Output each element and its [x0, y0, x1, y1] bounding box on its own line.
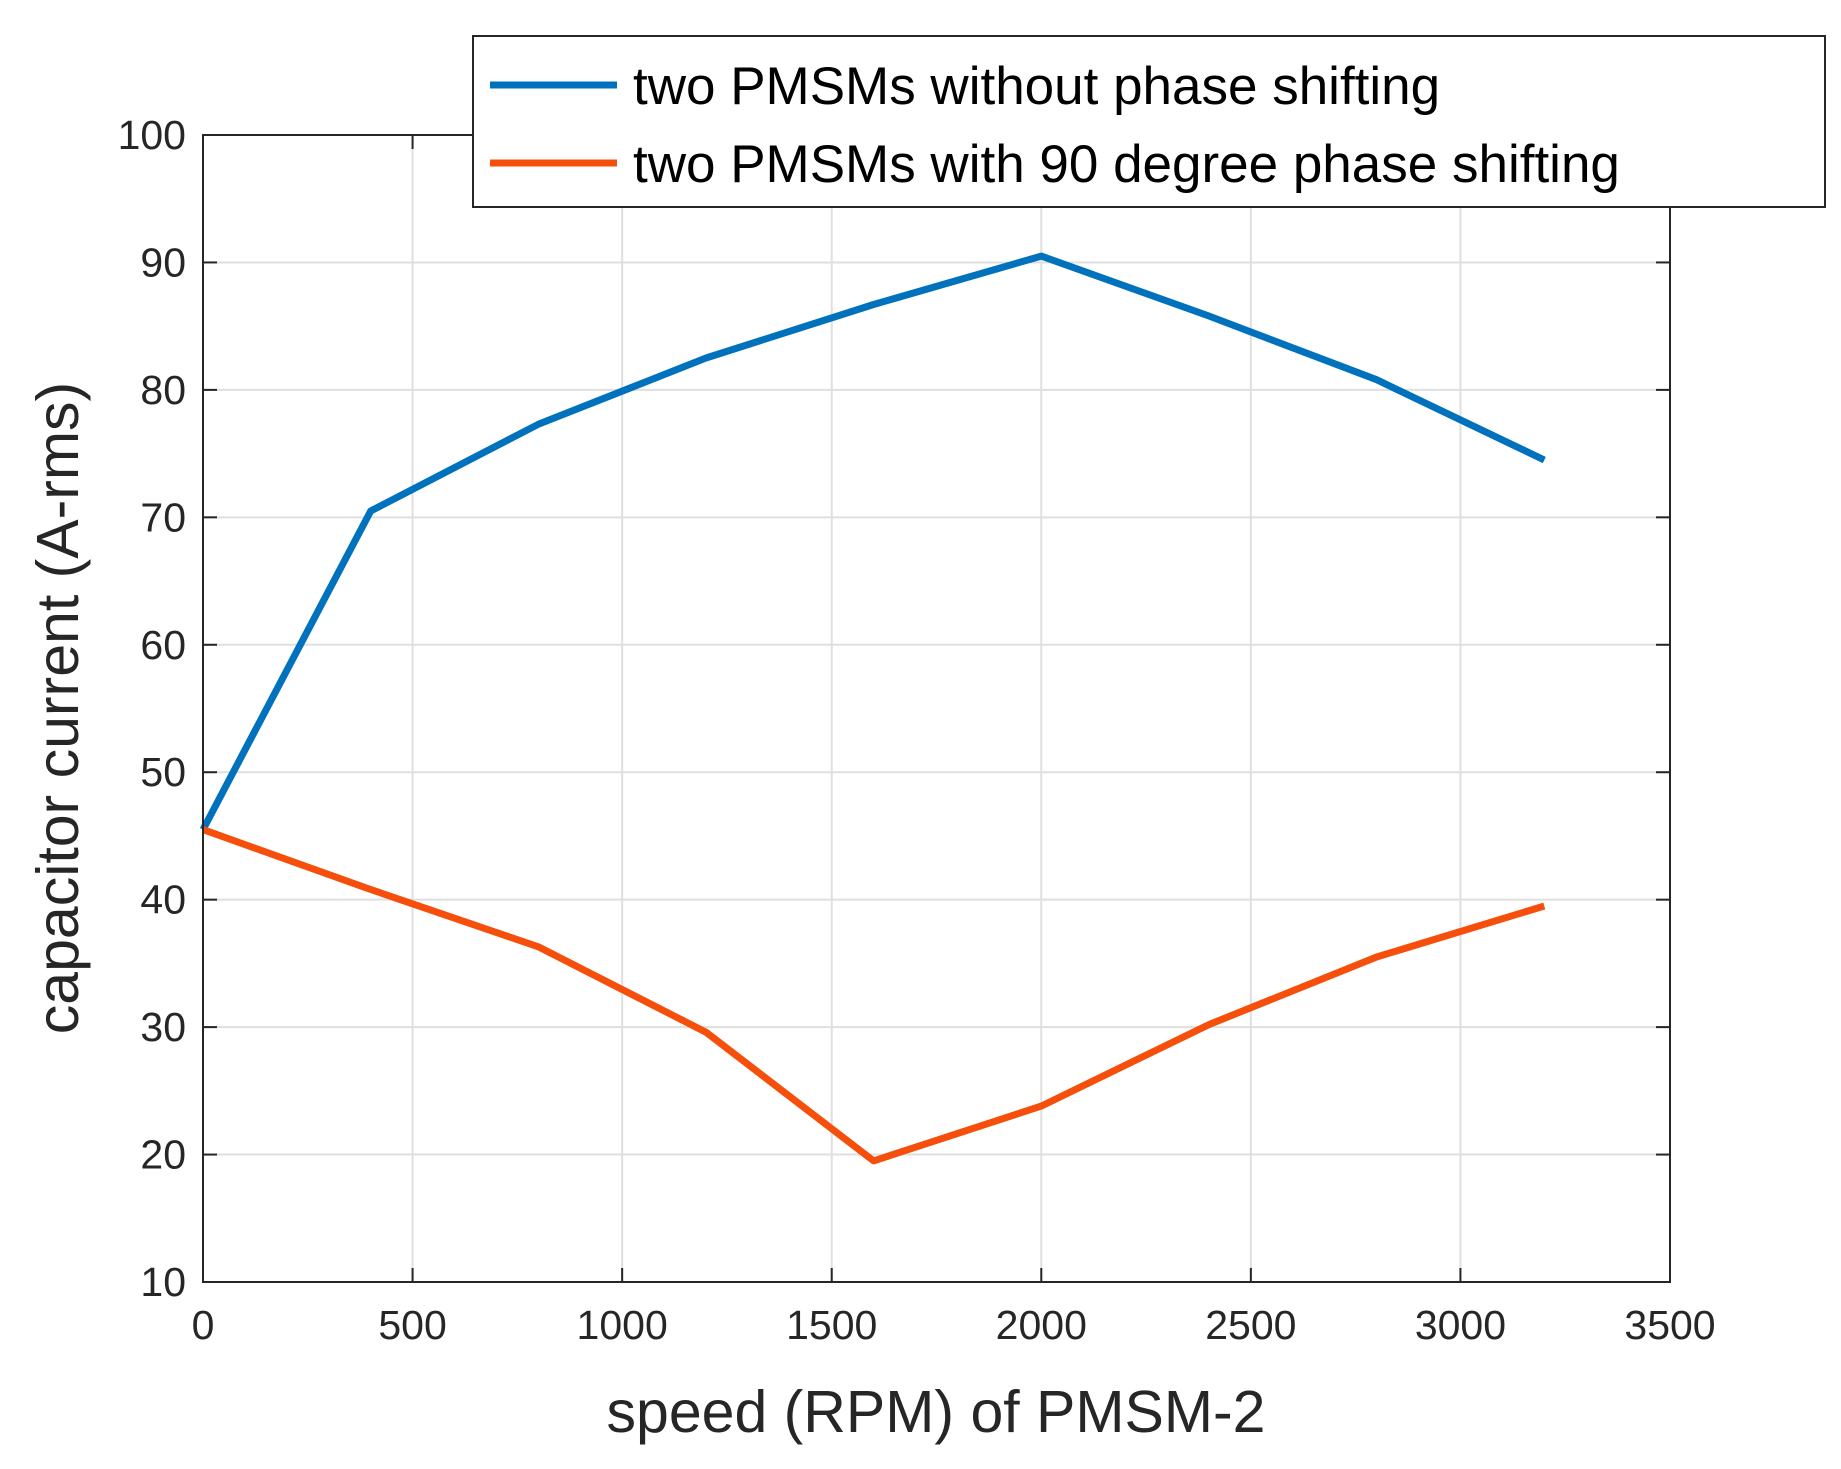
y-tick-label: 40	[140, 877, 186, 923]
axes-box	[202, 134, 1671, 1283]
y-axis-label: capacitor current (A-rms)	[25, 382, 91, 1034]
y-tick-label: 80	[140, 367, 186, 413]
legend-label-with-phase-shift: two PMSMs with 90 degree phase shifting	[633, 135, 1620, 194]
y-tick-label: 20	[140, 1132, 186, 1178]
series-line-without-phase-shift	[199, 252, 1546, 832]
x-tick-label: 2000	[996, 1302, 1087, 1348]
grid-lines	[203, 135, 1670, 1282]
x-tick-label: 0	[192, 1302, 215, 1348]
legend-label-without-phase-shift: two PMSMs without phase shifting	[633, 57, 1440, 116]
legend-box	[472, 35, 1826, 208]
x-tick-label: 3000	[1415, 1302, 1506, 1348]
y-tick-label: 70	[140, 494, 186, 540]
x-tick-label: 3500	[1624, 1302, 1715, 1348]
plot-area	[199, 252, 1546, 1165]
x-tick-label: 1500	[786, 1302, 877, 1348]
y-tick-label: 60	[140, 622, 186, 668]
legend: two PMSMs without phase shifting two PMS…	[472, 35, 1826, 208]
y-tick-label: 100	[118, 112, 186, 158]
axis-ticks: 0 500 1000 1500 2000 2500 3000 3500 10 20 30 40 50 60…	[118, 112, 1716, 1348]
y-tick-label: 30	[140, 1004, 186, 1050]
series-line-with-phase-shift	[201, 826, 1546, 1165]
x-tick-label: 2500	[1205, 1302, 1296, 1348]
x-tick-label: 1000	[577, 1302, 668, 1348]
y-tick-label: 10	[140, 1259, 186, 1305]
y-tick-label: 50	[140, 749, 186, 795]
x-axis-label: speed (RPM) of PMSM-2	[607, 1379, 1266, 1445]
y-tick-label: 90	[140, 239, 186, 285]
x-tick-label: 500	[378, 1302, 446, 1348]
